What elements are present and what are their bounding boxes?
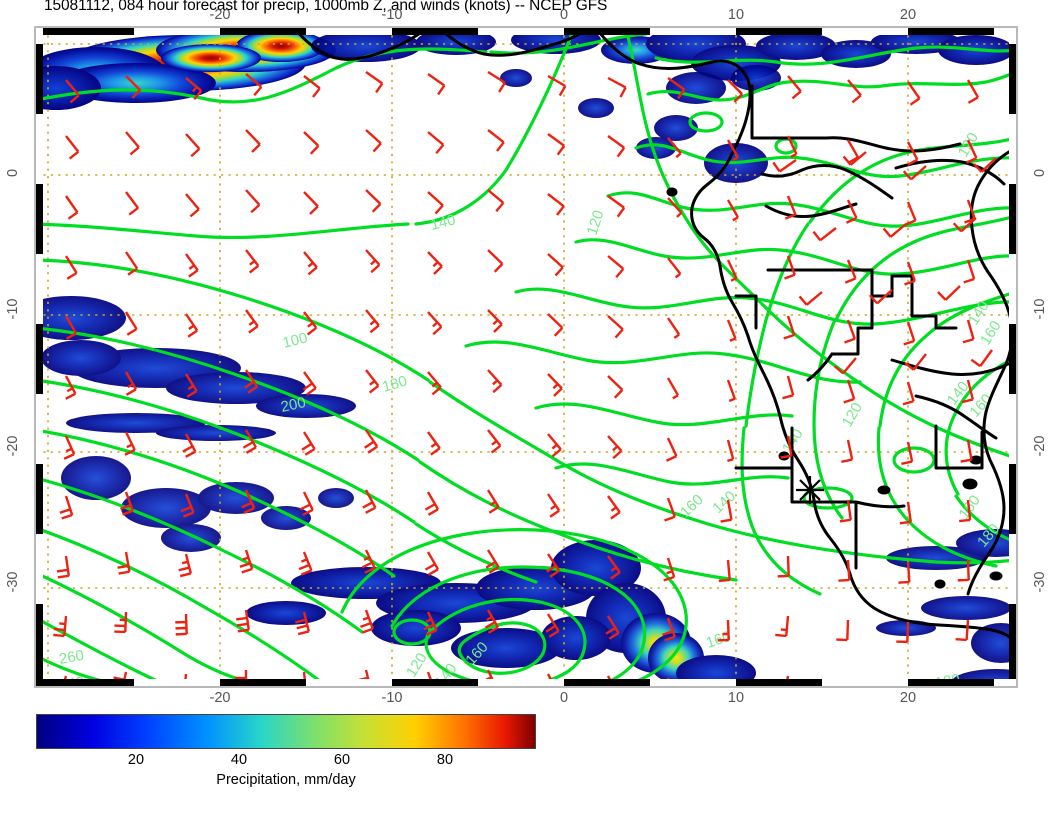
ytick-right-3: -30 [1032, 571, 1048, 593]
ytick-left-3: -30 [5, 571, 21, 593]
svg-text:180: 180 [380, 373, 409, 396]
svg-text:140: 140 [429, 211, 457, 234]
xtick-bottom-0: -20 [209, 690, 231, 706]
plot-frame-right [1016, 26, 1018, 688]
ytick-right-2: -20 [1032, 435, 1048, 457]
colorbar-tick-20: 20 [127, 752, 145, 768]
ytick-right-1: -10 [1032, 298, 1048, 320]
figure-title: 15081112, 084 hour forecast for precip, … [44, 0, 608, 14]
xtick-top-4: 20 [899, 7, 917, 23]
colorbar-label: Precipitation, mm/day [216, 772, 356, 788]
xtick-bottom-2: 0 [559, 690, 569, 706]
xtick-top-3: 10 [727, 7, 745, 23]
ytick-right-0: 0 [1032, 168, 1048, 178]
map-canvas: 140 120 180 100 200 260 240 220 200 180 … [36, 28, 1016, 686]
plot-frame-top [34, 26, 1018, 28]
xtick-top-2: 0 [559, 7, 569, 23]
plot-frame-bottom [34, 686, 1018, 688]
plot-frame-left [34, 26, 36, 688]
colorbar-tick-60: 60 [333, 752, 351, 768]
svg-text:120: 120 [403, 650, 431, 680]
xtick-top-1: -10 [381, 7, 403, 23]
xtick-top-0: -20 [209, 7, 231, 23]
svg-text:100: 100 [281, 329, 309, 352]
ytick-left-0: 0 [5, 168, 21, 178]
colorbar-gradient [36, 714, 536, 749]
svg-text:140: 140 [709, 488, 739, 517]
colorbar-tick-40: 40 [230, 752, 248, 768]
colorbar-tick-80: 80 [436, 752, 454, 768]
svg-text:260: 260 [58, 647, 86, 668]
svg-text:120: 120 [584, 208, 608, 237]
xtick-bottom-4: 20 [899, 690, 917, 706]
colorbar[interactable] [36, 714, 536, 749]
xtick-bottom-1: -10 [381, 690, 403, 706]
ytick-left-1: -10 [5, 298, 21, 320]
svg-text:200: 200 [279, 394, 307, 416]
station-marker[interactable] [796, 476, 824, 504]
svg-text:180: 180 [934, 671, 962, 686]
xtick-bottom-3: 10 [727, 690, 745, 706]
precipitation-shading [36, 28, 1016, 686]
svg-text:120: 120 [839, 400, 866, 430]
map-plot-area[interactable]: 140 120 180 100 200 260 240 220 200 180 … [36, 28, 1016, 686]
ytick-left-2: -20 [5, 435, 21, 457]
